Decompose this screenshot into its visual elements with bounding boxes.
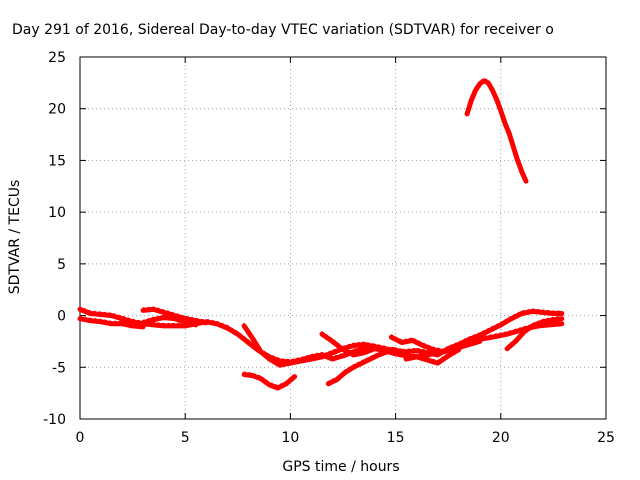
grid xyxy=(80,57,606,419)
series-line-texture xyxy=(243,322,397,365)
series-line xyxy=(77,316,146,330)
x-axis-label: GPS time / hours xyxy=(282,459,399,475)
y-tick-label: 25 xyxy=(48,50,66,66)
series-line xyxy=(464,78,529,184)
series-line xyxy=(241,323,399,368)
x-tick-label: 10 xyxy=(281,430,299,446)
series-line-texture xyxy=(142,306,208,322)
series-line-texture xyxy=(321,331,460,363)
x-tick-label: 20 xyxy=(492,430,510,446)
series-line xyxy=(241,372,298,391)
series-line-texture xyxy=(79,315,145,326)
series-line xyxy=(319,331,462,366)
y-tick-label: 0 xyxy=(57,309,66,325)
axis-ticks: 0 5 10 15 20 25 -10 -5 0 5 10 15 20 25 xyxy=(43,50,615,446)
x-tick-label: 5 xyxy=(181,430,190,446)
series-line xyxy=(403,338,483,362)
series-line xyxy=(140,315,199,328)
series-line-texture xyxy=(243,371,296,387)
y-tick-label: 5 xyxy=(57,257,66,273)
plot-frame xyxy=(79,56,607,420)
y-tick-label: 10 xyxy=(48,205,66,221)
series-line-texture xyxy=(390,320,563,351)
y-tick-label: 20 xyxy=(48,102,66,118)
y-tick-label: -10 xyxy=(43,412,66,428)
y-tick-label: -5 xyxy=(52,360,66,376)
x-tick-label: 0 xyxy=(76,430,85,446)
chart-title: Day 291 of 2016, Sidereal Day-to-day VTE… xyxy=(12,22,554,38)
series-line-texture xyxy=(142,314,197,324)
x-tick-label: 25 xyxy=(597,430,615,446)
series-layer xyxy=(77,77,565,391)
series-line-texture xyxy=(466,77,527,181)
series-line xyxy=(140,306,209,326)
series-line-texture xyxy=(506,315,563,348)
y-axis-label: SDTVAR / TECUs xyxy=(7,180,23,295)
y-tick-label: 15 xyxy=(48,153,66,169)
series-line-texture xyxy=(226,308,563,362)
series-line-texture xyxy=(327,347,405,383)
x-tick-label: 15 xyxy=(387,430,405,446)
series-line xyxy=(504,316,565,352)
